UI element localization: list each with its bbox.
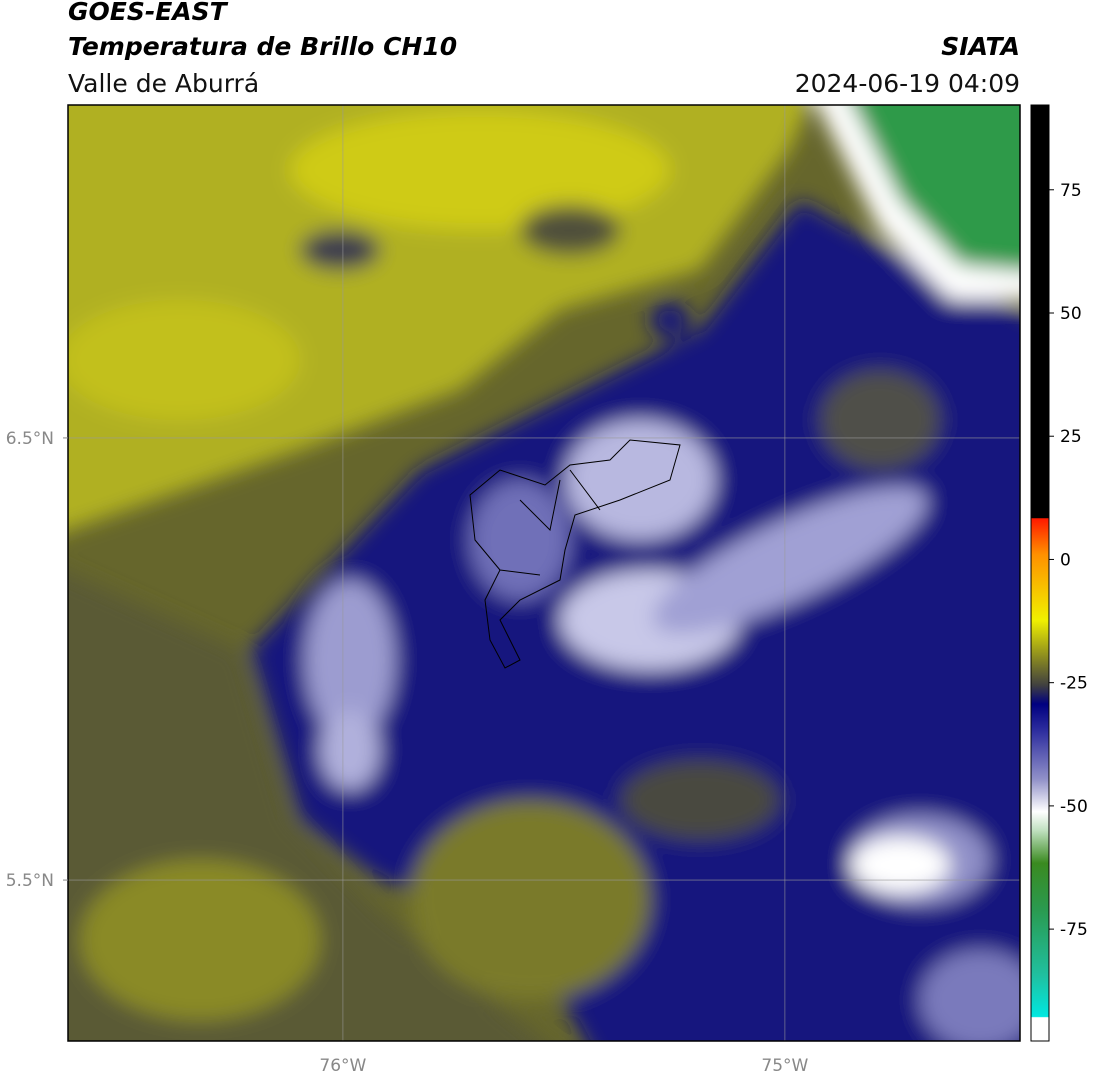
subtitle: Temperatura de Brillo CH10 [68, 32, 457, 61]
colorbar-tick-label: 0 [1060, 550, 1071, 570]
title: GOES-EAST [68, 0, 229, 26]
colorbar-tick-label: 25 [1060, 427, 1082, 447]
colorbar-tick-label: 50 [1060, 304, 1082, 324]
y-tick-label: 6.5°N [6, 429, 54, 449]
map-frame [67, 104, 1021, 1042]
colorbar-tick-label: 75 [1060, 181, 1082, 201]
municipal-boundaries [469, 439, 681, 669]
colorbar [1030, 104, 1050, 1042]
colorbar-tick-label: -50 [1060, 797, 1088, 817]
y-tick-label: 5.5°N [6, 871, 54, 891]
colorbar-tick-label: -25 [1060, 674, 1088, 694]
timestamp: 2024-06-19 04:09 [795, 69, 1020, 98]
source: SIATA [941, 32, 1020, 61]
x-tick-label: 76°W [319, 1056, 366, 1076]
region: Valle de Aburrá [68, 69, 259, 98]
satellite-image [68, 105, 1020, 1041]
x-tick-label: 75°W [761, 1056, 808, 1076]
colorbar-tick-label: -75 [1060, 920, 1088, 940]
